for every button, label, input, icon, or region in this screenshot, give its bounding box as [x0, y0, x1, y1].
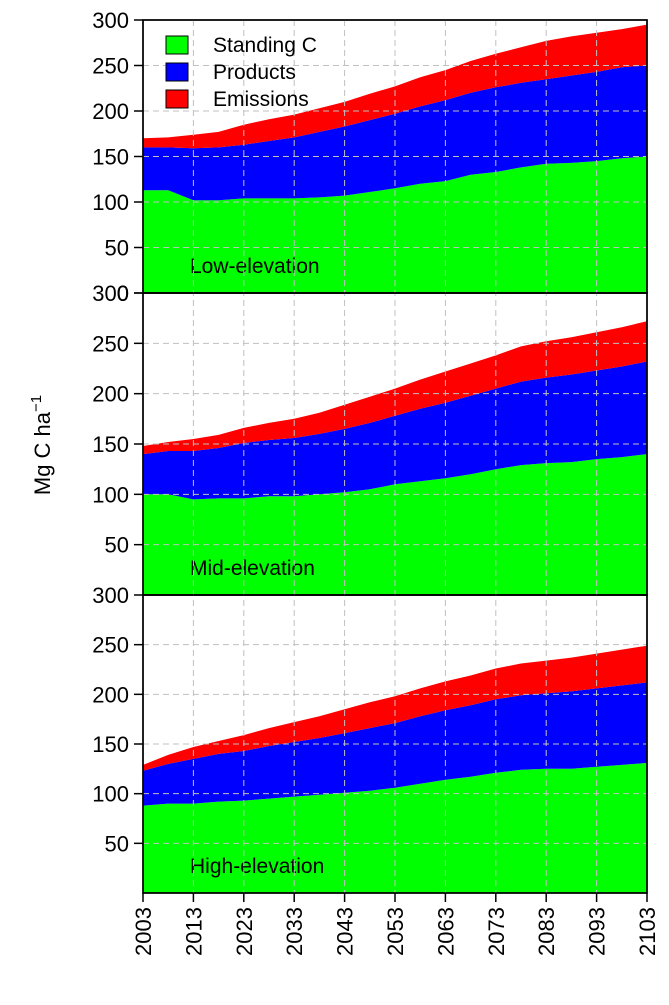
y-tick-label: 150: [92, 732, 129, 757]
y-tick-label: 250: [92, 331, 129, 356]
y-tick-label: 200: [92, 682, 129, 707]
y-tick-label: 50: [105, 831, 129, 856]
area-emissions-panel-3: [143, 645, 647, 771]
y-tick-label: 300: [92, 281, 129, 306]
panel-2: 50 100 150 200 250 300 Mid-elevation: [92, 281, 648, 596]
legend-swatch: [165, 35, 189, 55]
y-tick-label: 150: [92, 145, 129, 170]
y-tick-label: 50: [105, 533, 129, 558]
legend-label: Standing C: [213, 34, 317, 57]
legend-swatch: [165, 89, 189, 109]
legend-label: Emissions: [213, 88, 309, 111]
x-tick-label: 2053: [383, 907, 408, 956]
x-tick-label: 2013: [181, 907, 206, 956]
x-tick-label: 2093: [585, 907, 610, 956]
x-tick-label: 2063: [433, 907, 458, 956]
x-axis: 2003 2013 2023 2033 2043 2053 2063 2073 2083 2093…: [131, 893, 660, 956]
legend: Standing C Products Emissions: [165, 34, 317, 111]
y-axis-title-superscript: −1: [28, 395, 45, 412]
panels-layer: 0 50 100 150 200 250 300 Low-elevation 50 100 150 2…: [92, 8, 648, 894]
y-tick-label: 100: [92, 482, 129, 507]
y-axis-title: Mg C ha−1: [28, 395, 55, 495]
y-tick-label: 100: [92, 190, 129, 215]
y-tick-label: 100: [92, 782, 129, 807]
x-tick-label: 2083: [534, 907, 559, 956]
area-emissions-panel-2: [143, 321, 647, 455]
y-tick-label: 0: [117, 281, 129, 306]
y-axis-title-group: Mg C ha−1: [28, 395, 55, 495]
area-emissions-panel-1: [143, 24, 647, 149]
x-tick-label: 2033: [282, 907, 307, 956]
y-tick-label: 250: [92, 633, 129, 658]
x-tick-label: 2103: [635, 907, 660, 956]
y-tick-label: 250: [92, 54, 129, 79]
y-tick-label: 300: [92, 583, 129, 608]
legend-label: Products: [213, 61, 296, 84]
legend-swatch: [165, 62, 189, 82]
y-tick-label: 50: [105, 236, 129, 261]
x-tick-label: 2003: [131, 907, 156, 956]
area-standing-c-panel-3: [143, 762, 647, 893]
panel-3: 50 100 150 200 250 300 High-elevation: [92, 583, 648, 894]
x-tick-label: 2043: [333, 907, 358, 956]
x-tick-label: 2023: [232, 907, 257, 956]
y-tick-label: 200: [92, 382, 129, 407]
y-tick-label: 200: [92, 99, 129, 124]
y-axis-title-text: Mg C ha: [30, 411, 55, 495]
panel-label: Low-elevation: [190, 255, 320, 278]
y-tick-label: 300: [92, 8, 129, 33]
panel-label: High-elevation: [190, 855, 324, 878]
y-tick-label: 150: [92, 432, 129, 457]
x-tick-label: 2073: [484, 907, 509, 956]
panel-label: Mid-elevation: [190, 557, 315, 580]
